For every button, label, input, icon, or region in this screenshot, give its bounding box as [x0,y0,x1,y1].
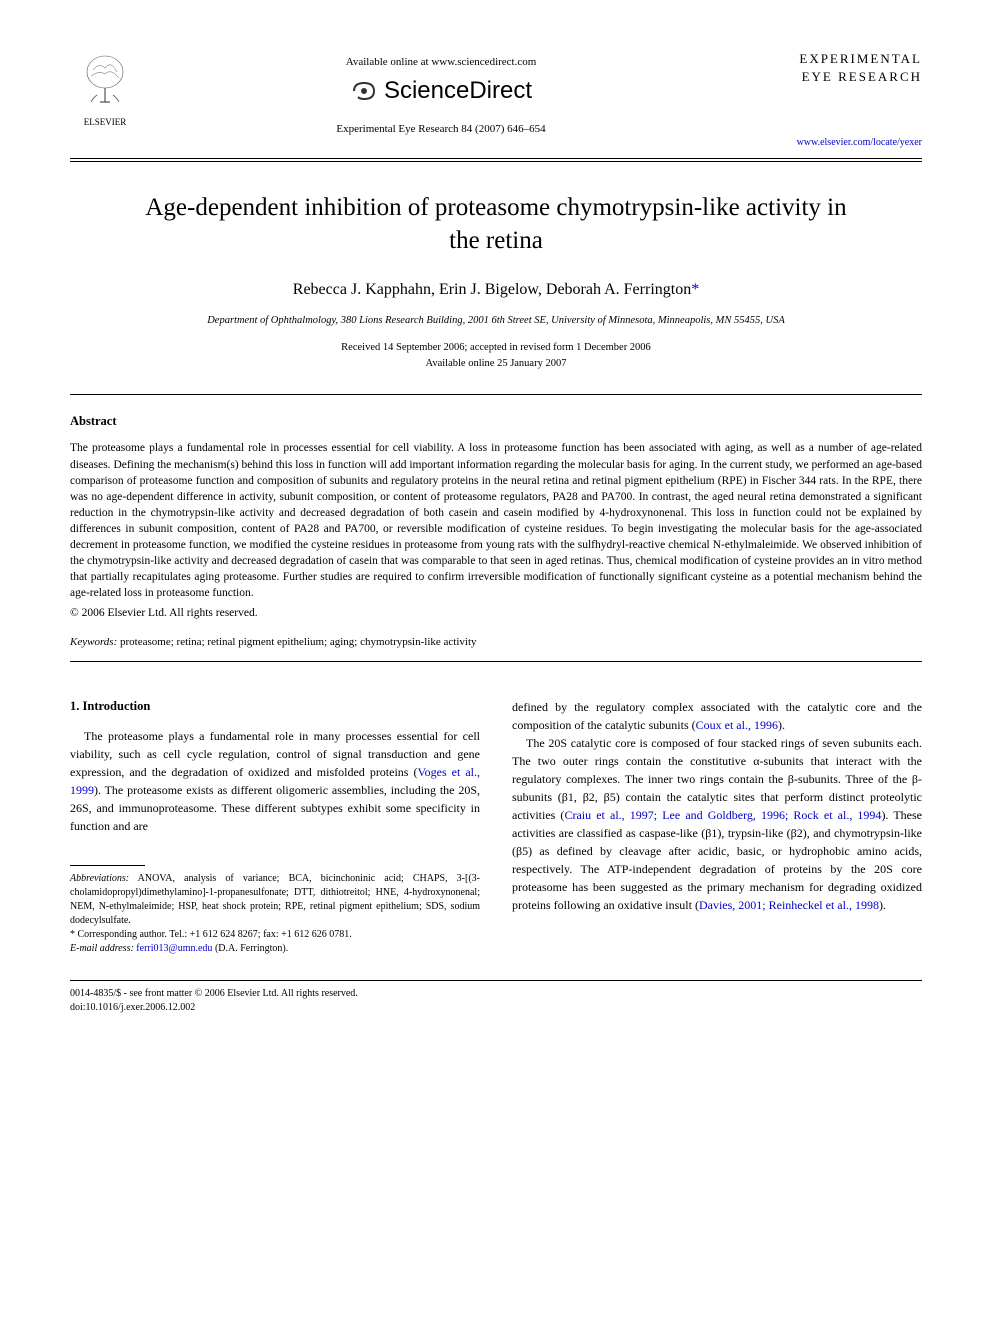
journal-brand: EXPERIMENTAL EYE RESEARCH www.elsevier.c… [742,50,922,150]
footer-line2: doi:10.1016/j.exer.2006.12.002 [70,1001,922,1015]
abbrev-text: ANOVA, analysis of variance; BCA, bicinc… [70,873,480,926]
available-date: Available online 25 January 2007 [70,356,922,372]
abstract-heading: Abstract [70,413,922,431]
footer-line1: 0014-4835/$ - see front matter © 2006 El… [70,987,922,1001]
email-footnote: E-mail address: ferri013@umn.edu (D.A. F… [70,942,480,956]
affiliation: Department of Ophthalmology, 380 Lions R… [70,314,922,329]
available-online-text: Available online at www.sciencedirect.co… [140,55,742,70]
intro-p2: The 20S catalytic core is composed of fo… [512,734,922,914]
journal-title: EXPERIMENTAL EYE RESEARCH [742,50,922,86]
cite-craiu[interactable]: Craiu et al., 1997; Lee and Goldberg, 19… [564,808,881,822]
rule-before-abstract [70,394,922,395]
journal-title-line2: EYE RESEARCH [742,68,922,86]
right-column: defined by the regulatory complex associ… [512,698,922,957]
cite-coux[interactable]: Coux et al., 1996 [696,718,778,732]
rule-thin [70,161,922,162]
authors: Rebecca J. Kapphahn, Erin J. Bigelow, De… [70,279,922,301]
footer: 0014-4835/$ - see front matter © 2006 El… [70,987,922,1015]
abstract-copyright: © 2006 Elsevier Ltd. All rights reserved… [70,605,922,621]
page-header: ELSEVIER Available online at www.science… [70,50,922,150]
center-header: Available online at www.sciencedirect.co… [140,50,742,137]
intro-p1-right: defined by the regulatory complex associ… [512,698,922,734]
author-names: Rebecca J. Kapphahn, Erin J. Bigelow, De… [293,281,691,298]
intro-p1-left: The proteasome plays a fundamental role … [70,727,480,835]
abbrev-label: Abbreviations: [70,873,129,884]
rule-after-keywords [70,661,922,662]
sciencedirect-text: ScienceDirect [384,74,532,108]
article-title: Age-dependent inhibition of proteasome c… [130,192,862,257]
rule-top [70,158,922,159]
intro-p1d: ). [778,718,785,732]
footnote-rule [70,865,145,866]
abbreviations-footnote: Abbreviations: ANOVA, analysis of varian… [70,872,480,928]
keywords-text: proteasome; retina; retinal pigment epit… [117,636,476,648]
corresponding-star: * [691,281,699,298]
left-column: 1. Introduction The proteasome plays a f… [70,698,480,957]
elsevier-text: ELSEVIER [70,116,140,129]
intro-p2c: ). [879,898,886,912]
footer-rule [70,980,922,981]
cite-davies[interactable]: Davies, 2001; Reinheckel et al., 1998 [699,898,879,912]
received-date: Received 14 September 2006; accepted in … [70,340,922,356]
article-dates: Received 14 September 2006; accepted in … [70,340,922,372]
elsevier-tree-icon [75,50,135,110]
journal-title-line1: EXPERIMENTAL [742,50,922,68]
body-columns: 1. Introduction The proteasome plays a f… [70,698,922,957]
sciencedirect-icon [350,77,378,105]
email-suffix: (D.A. Ferrington). [212,943,288,954]
journal-link[interactable]: www.elsevier.com/locate/yexer [742,136,922,150]
abstract-text: The proteasome plays a fundamental role … [70,440,922,601]
corresponding-footnote: * Corresponding author. Tel.: +1 612 624… [70,928,480,942]
elsevier-logo: ELSEVIER [70,50,140,128]
intro-p1b: ). The proteasome exists as different ol… [70,783,480,833]
keywords: Keywords: proteasome; retina; retinal pi… [70,635,922,650]
email-label: E-mail address: [70,943,134,954]
sciencedirect-brand: ScienceDirect [140,74,742,108]
keywords-label: Keywords: [70,636,117,648]
intro-p2b: ). These activities are classified as ca… [512,808,922,912]
citation: Experimental Eye Research 84 (2007) 646–… [140,122,742,137]
section-1-heading: 1. Introduction [70,698,480,716]
email-link[interactable]: ferri013@umn.edu [134,943,213,954]
